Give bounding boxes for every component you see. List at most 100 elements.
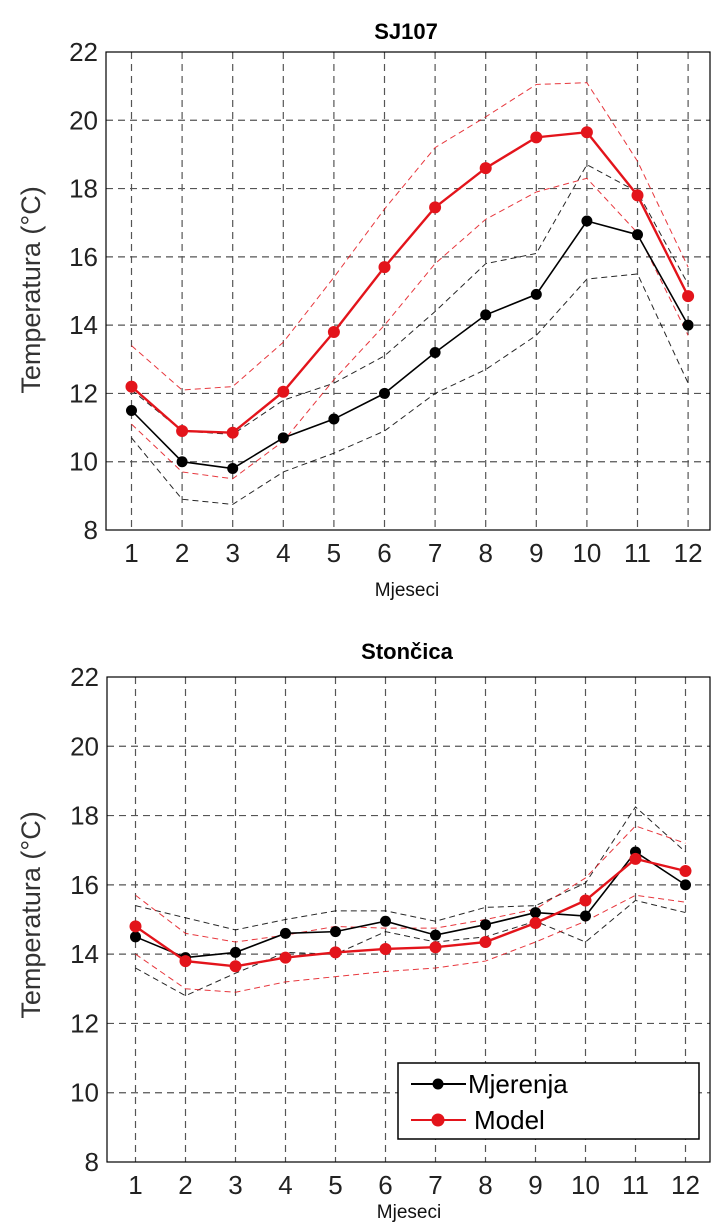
- legend-label: Mjerenja: [468, 1069, 568, 1099]
- data-point-mjerenja: [530, 907, 541, 919]
- y-axis-label: Temperatura (°C): [16, 811, 46, 1018]
- x-tick-label: 4: [278, 1170, 292, 1200]
- data-point-mjerenja: [530, 288, 542, 300]
- y-tick-label: 10: [70, 1078, 99, 1108]
- x-tick-label: 1: [124, 538, 138, 568]
- band-lower-line: [135, 894, 686, 993]
- x-tick-label: 10: [572, 538, 601, 568]
- x-tick-label: 4: [276, 538, 290, 568]
- plot-background: [106, 52, 710, 530]
- data-point-mjerenja: [379, 387, 390, 399]
- data-point-mjerenja: [280, 927, 291, 939]
- y-tick-label: 18: [70, 801, 99, 831]
- data-point-model: [277, 385, 290, 398]
- data-point-mjerenja: [227, 463, 239, 475]
- data-point-mjerenja: [580, 910, 591, 922]
- data-point-mjerenja: [330, 926, 341, 938]
- data-point-mjerenja: [480, 919, 491, 931]
- x-tick-label: 5: [328, 1170, 342, 1200]
- y-axis-label: Temperatura (°C): [16, 186, 46, 393]
- series-line-model: [130, 130, 690, 434]
- band-lower-line: [131, 273, 689, 505]
- x-tick-label: 10: [571, 1170, 600, 1200]
- data-point-model: [429, 941, 442, 954]
- x-tick-label: 7: [428, 538, 442, 568]
- band-upper-line: [135, 806, 686, 931]
- y-tick-label: 12: [70, 1008, 99, 1038]
- legend-marker: [431, 1113, 445, 1127]
- data-point-mjerenja: [429, 346, 441, 358]
- chart-title: Stončica: [361, 639, 453, 664]
- data-point-model: [580, 126, 593, 139]
- band-upper-line: [131, 82, 689, 391]
- y-tick-label: 8: [84, 515, 98, 545]
- y-tick-label: 20: [69, 105, 98, 135]
- x-tick-label: 9: [528, 1170, 542, 1200]
- series-line-model: [134, 857, 686, 968]
- x-tick-label: 8: [478, 538, 492, 568]
- band-lower-line: [131, 177, 689, 480]
- data-point-mjerenja: [126, 405, 137, 416]
- y-tick-label: 14: [70, 939, 99, 969]
- y-tick-label: 16: [69, 242, 98, 272]
- data-point-model: [579, 894, 592, 907]
- legend-marker: [432, 1078, 444, 1090]
- data-point-mjerenja: [176, 456, 188, 468]
- series-line-mjerenja: [135, 850, 686, 959]
- plot-frame: [106, 676, 711, 1163]
- data-point-mjerenja: [230, 946, 241, 958]
- data-point-mjerenja: [380, 915, 391, 927]
- data-point-model: [125, 380, 138, 393]
- data-point-model: [176, 424, 189, 437]
- data-point-model: [327, 325, 340, 338]
- x-tick-label: 1: [128, 1170, 142, 1200]
- data-point-model: [226, 426, 239, 439]
- x-tick-label: 12: [674, 538, 703, 568]
- y-tick-label: 10: [69, 447, 98, 477]
- y-tick-label: 8: [85, 1147, 99, 1177]
- x-tick-label: 8: [478, 1170, 492, 1200]
- data-point-model: [530, 131, 543, 144]
- band-upper-line: [131, 163, 689, 435]
- data-point-model: [279, 951, 292, 964]
- data-point-model: [479, 162, 492, 175]
- data-point-model: [129, 920, 142, 933]
- y-tick-label: 16: [70, 870, 99, 900]
- data-point-mjerenja: [277, 432, 289, 444]
- y-tick-label: 12: [69, 378, 98, 408]
- data-point-mjerenja: [130, 931, 141, 943]
- legend-item-mjerenja: Mjerenja: [411, 1069, 568, 1099]
- data-point-mjerenja: [632, 229, 643, 241]
- data-point-mjerenja: [581, 215, 593, 227]
- x-tick-label: 7: [428, 1170, 442, 1200]
- data-point-mjerenja: [680, 879, 691, 891]
- data-point-model: [379, 942, 392, 955]
- x-tick-label: 3: [225, 538, 239, 568]
- data-point-model: [679, 865, 692, 877]
- band-lower-line: [135, 899, 686, 997]
- data-point-mjerenja: [328, 413, 340, 425]
- legend-label: Model: [474, 1105, 545, 1135]
- data-point-model: [179, 955, 192, 968]
- x-tick-label: 6: [378, 1170, 392, 1200]
- x-tick-label: 2: [175, 538, 189, 568]
- data-point-model: [229, 960, 242, 973]
- data-point-model: [629, 852, 642, 865]
- y-tick-label: 18: [69, 174, 98, 204]
- data-point-model: [329, 946, 342, 959]
- x-tick-label: 5: [327, 538, 341, 568]
- y-tick-label: 14: [69, 310, 98, 340]
- x-axis-label: Mjeseci: [377, 1202, 441, 1223]
- data-point-model: [479, 936, 492, 949]
- x-tick-label: 3: [228, 1170, 242, 1200]
- data-point-model: [429, 201, 442, 214]
- x-tick-label: 11: [622, 1170, 649, 1200]
- chart-title: SJ107: [374, 19, 438, 44]
- x-axis-label: Mjeseci: [375, 580, 439, 601]
- y-tick-label: 22: [70, 662, 99, 692]
- legend-box: [397, 1062, 700, 1140]
- x-tick-label: 2: [178, 1170, 192, 1200]
